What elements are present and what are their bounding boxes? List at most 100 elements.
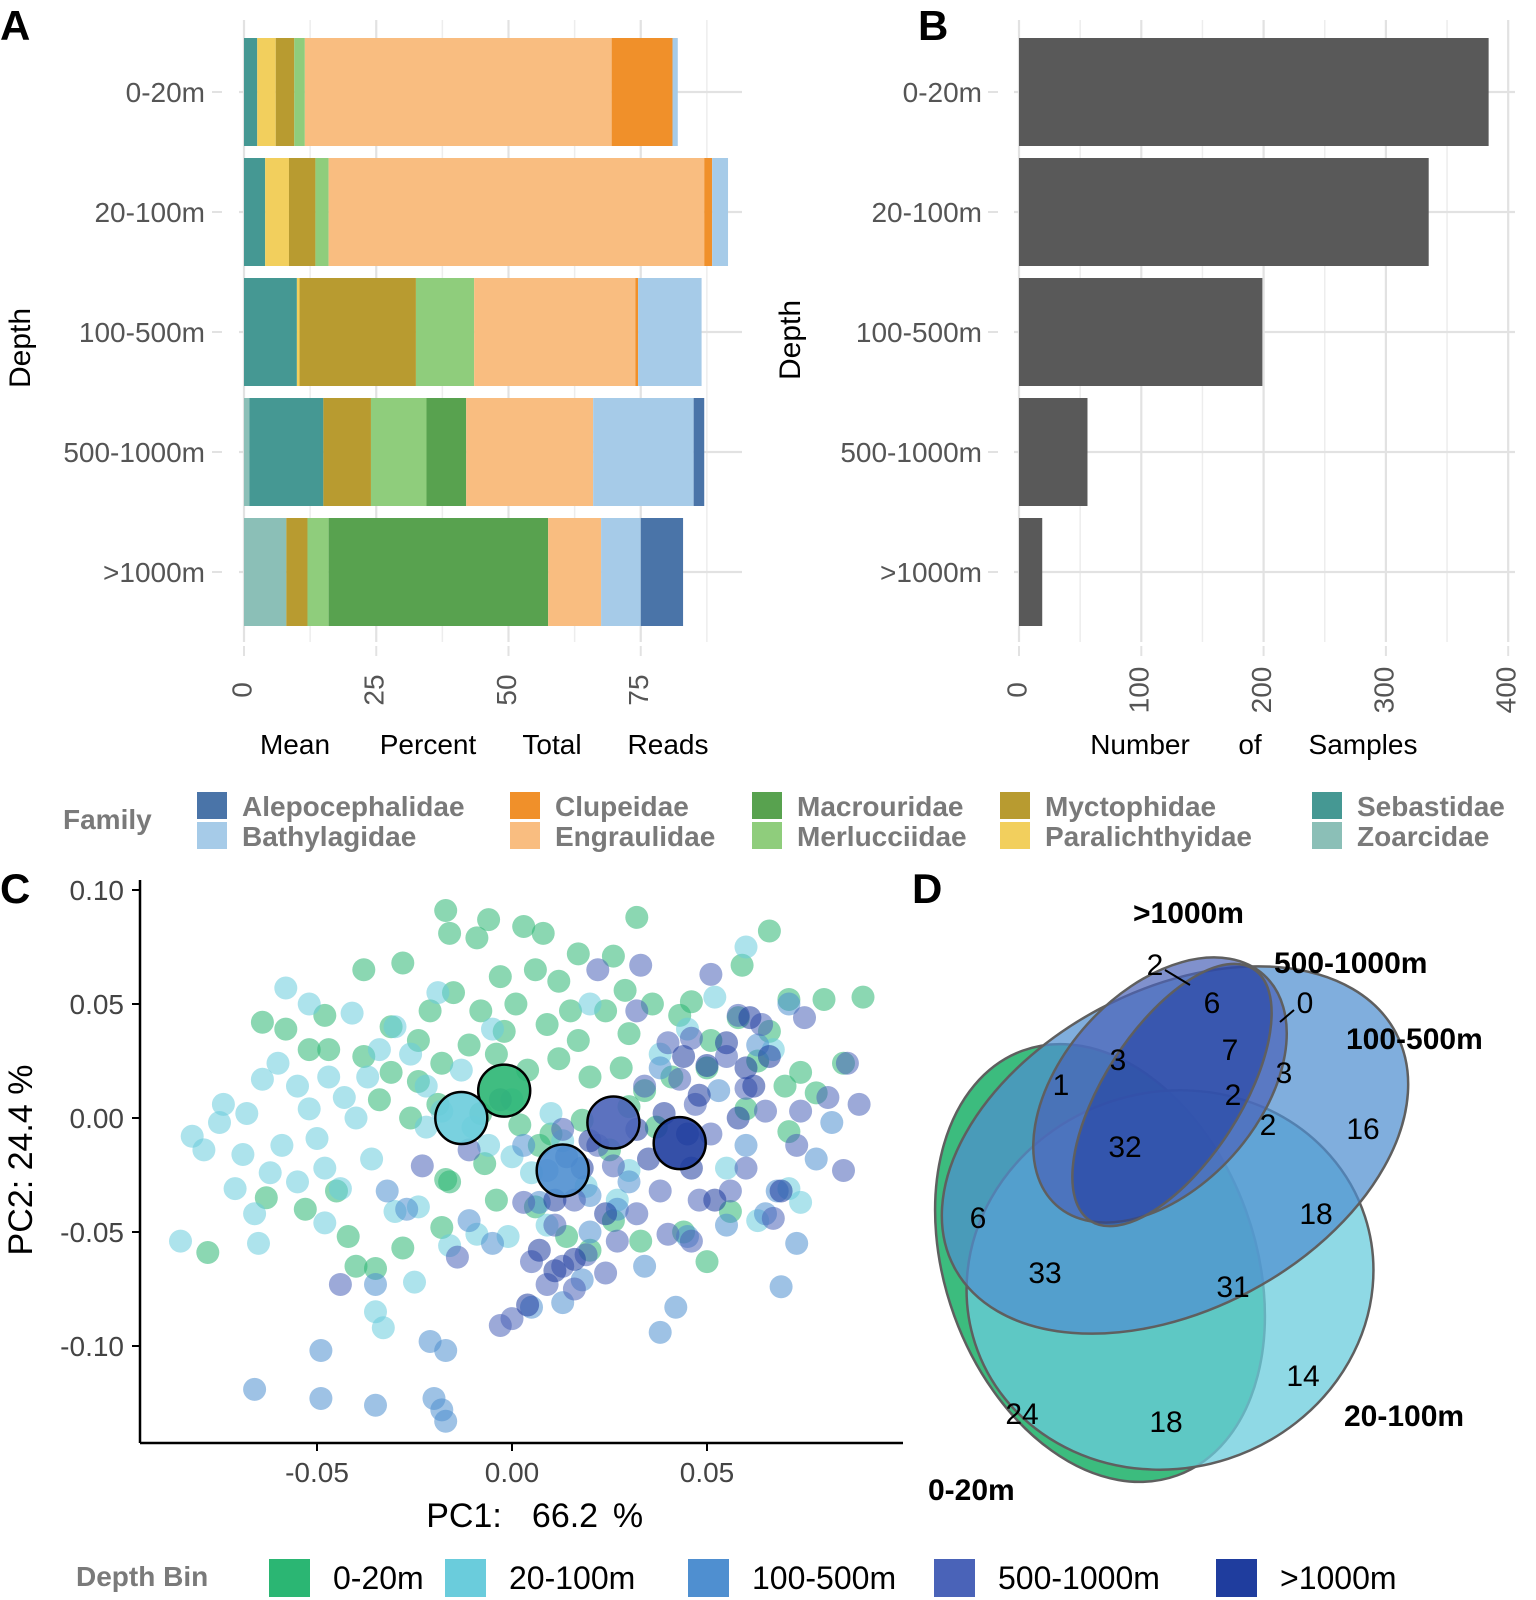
family-legend-label: Macrouridae [797, 791, 964, 822]
point-100-500m [633, 1254, 657, 1278]
point-0-20m [601, 944, 625, 968]
panel-a-x-axis-label: Mean Percent Total Reads [260, 729, 708, 760]
x-tick-label: 0 [1001, 682, 1032, 698]
point-0-20m [379, 1060, 403, 1084]
bar [1019, 158, 1429, 266]
point-500-1000m [785, 1133, 809, 1157]
x-tick-label: 100 [1124, 667, 1155, 714]
point-100-500m [715, 1213, 738, 1237]
point-0-20m [523, 958, 547, 982]
panel-a-x-axis-word: Reads [628, 729, 709, 760]
panel-c-x-axis-word: PC1: [426, 1497, 502, 1535]
point-20-100m [317, 1065, 341, 1089]
panel-c-points [169, 899, 875, 1433]
point-20-100m [286, 1074, 309, 1098]
point-20-100m [231, 1142, 255, 1166]
point->1000m [757, 1044, 781, 1068]
point->1000m [738, 1006, 762, 1030]
point-500-1000m [679, 1229, 703, 1253]
point-100-500m [617, 1170, 641, 1194]
point->1000m [726, 1106, 750, 1130]
point-0-20m [434, 1168, 458, 1192]
point-20-100m [192, 1138, 216, 1162]
panel-a-y-tick-labels: 0-20m 20-100m 100-500m 500-1000m >1000m [63, 77, 222, 588]
bar-segment-alepocephalidae [693, 398, 705, 506]
panel-c-letter: C [0, 865, 30, 912]
centroid-100-500m [535, 1143, 590, 1198]
bar-segment-bathylagidae [593, 398, 694, 506]
venn-set-gt1000m [1071, 962, 1273, 1228]
point-0-20m [364, 1256, 387, 1280]
point-100-500m [364, 1393, 387, 1417]
venn-count: 33 [1028, 1257, 1061, 1290]
point-100-500m [777, 992, 801, 1016]
point-500-1000m [754, 1099, 777, 1123]
panel-c-x-axis-word: 66.2 [532, 1497, 598, 1535]
point->1000m [562, 1247, 586, 1271]
depth-bin-legend-swatch [934, 1559, 975, 1597]
bar-segment-bathylagidae [712, 158, 729, 266]
family-legend-swatch [1312, 822, 1342, 849]
venn-count: 6 [1204, 987, 1221, 1020]
point-0-20m [336, 1225, 360, 1249]
point-20-100m [274, 976, 298, 1000]
point->1000m [687, 1083, 711, 1107]
depth-bin-legend-title: Depth Bin [76, 1561, 208, 1592]
point-0-20m [465, 926, 489, 950]
panel-b-x-axis-word: Number [1090, 729, 1190, 760]
point-0-20m [367, 1088, 391, 1112]
point-100-500m [434, 1339, 458, 1363]
bar [1019, 278, 1263, 386]
y-tick-label: 0.10 [70, 875, 125, 906]
point-20-100m [297, 1097, 321, 1121]
bar-segment-macrouridae [426, 398, 467, 506]
family-legend-label: Myctophidae [1045, 791, 1216, 822]
point-20-100m [340, 1001, 364, 1025]
panel-a-x-axis-word: Percent [380, 729, 477, 760]
bar-segment-paralichthyidae [296, 278, 300, 386]
point-100-500m [769, 1275, 793, 1299]
y-tick-label: 100-500m [856, 317, 982, 348]
bar-segment-paralichthyidae [265, 158, 289, 266]
point-0-20m [730, 953, 754, 977]
point-100-500m [512, 1133, 536, 1157]
point-100-500m [309, 1386, 333, 1410]
bar-segment-engraulidae [548, 518, 602, 626]
panel-b-x-axis-word: of [1238, 729, 1262, 760]
point-20-100m [403, 1270, 426, 1294]
panel-c-centroids [434, 1063, 707, 1198]
point-20-100m [360, 1147, 384, 1171]
point-500-1000m [328, 1272, 352, 1296]
point-500-1000m [679, 1026, 703, 1050]
venn-region-counts: 2 6 0 3 7 3 1 2 2 32 16 6 18 33 31 14 24… [970, 949, 1380, 1439]
panel-a-bars [244, 38, 729, 626]
bar-segment-zoarcidae [244, 398, 250, 506]
family-legend-swatch [197, 822, 227, 849]
point-20-100m [332, 1085, 356, 1109]
point-20-100m [169, 1229, 192, 1253]
point-20-100m [235, 1101, 259, 1125]
venn-set-label: 100-500m [1346, 1023, 1483, 1056]
point->1000m [769, 1179, 793, 1203]
bar-segment-myctophidae [299, 278, 416, 386]
point-0-20m [434, 899, 458, 923]
point-0-20m [293, 1197, 317, 1221]
panel-a-x-tick-labels: 0 25 50 75 [226, 646, 654, 706]
point-20-100m [270, 1133, 294, 1157]
bar-segment-alepocephalidae [640, 518, 684, 626]
point-0-20m [789, 1060, 813, 1084]
point-0-20m [578, 1065, 602, 1089]
point-500-1000m [656, 1031, 680, 1055]
venn-count: 1 [1053, 1069, 1070, 1102]
bar-segment-bathylagidae [601, 518, 641, 626]
family-legend-label: Paralichthyidae [1045, 821, 1252, 852]
point-0-20m [352, 958, 376, 982]
bar-segment-macrouridae [328, 518, 549, 626]
panel-c-x-axis-label: PC1: 66.2 % [426, 1497, 643, 1535]
point->1000m [594, 1202, 618, 1226]
venn-count: 2 [1225, 1079, 1242, 1112]
venn-count: 7 [1222, 1034, 1239, 1067]
panel-d-letter: D [912, 865, 942, 912]
point-0-20m [531, 921, 555, 945]
x-tick-label: 75 [623, 674, 654, 705]
